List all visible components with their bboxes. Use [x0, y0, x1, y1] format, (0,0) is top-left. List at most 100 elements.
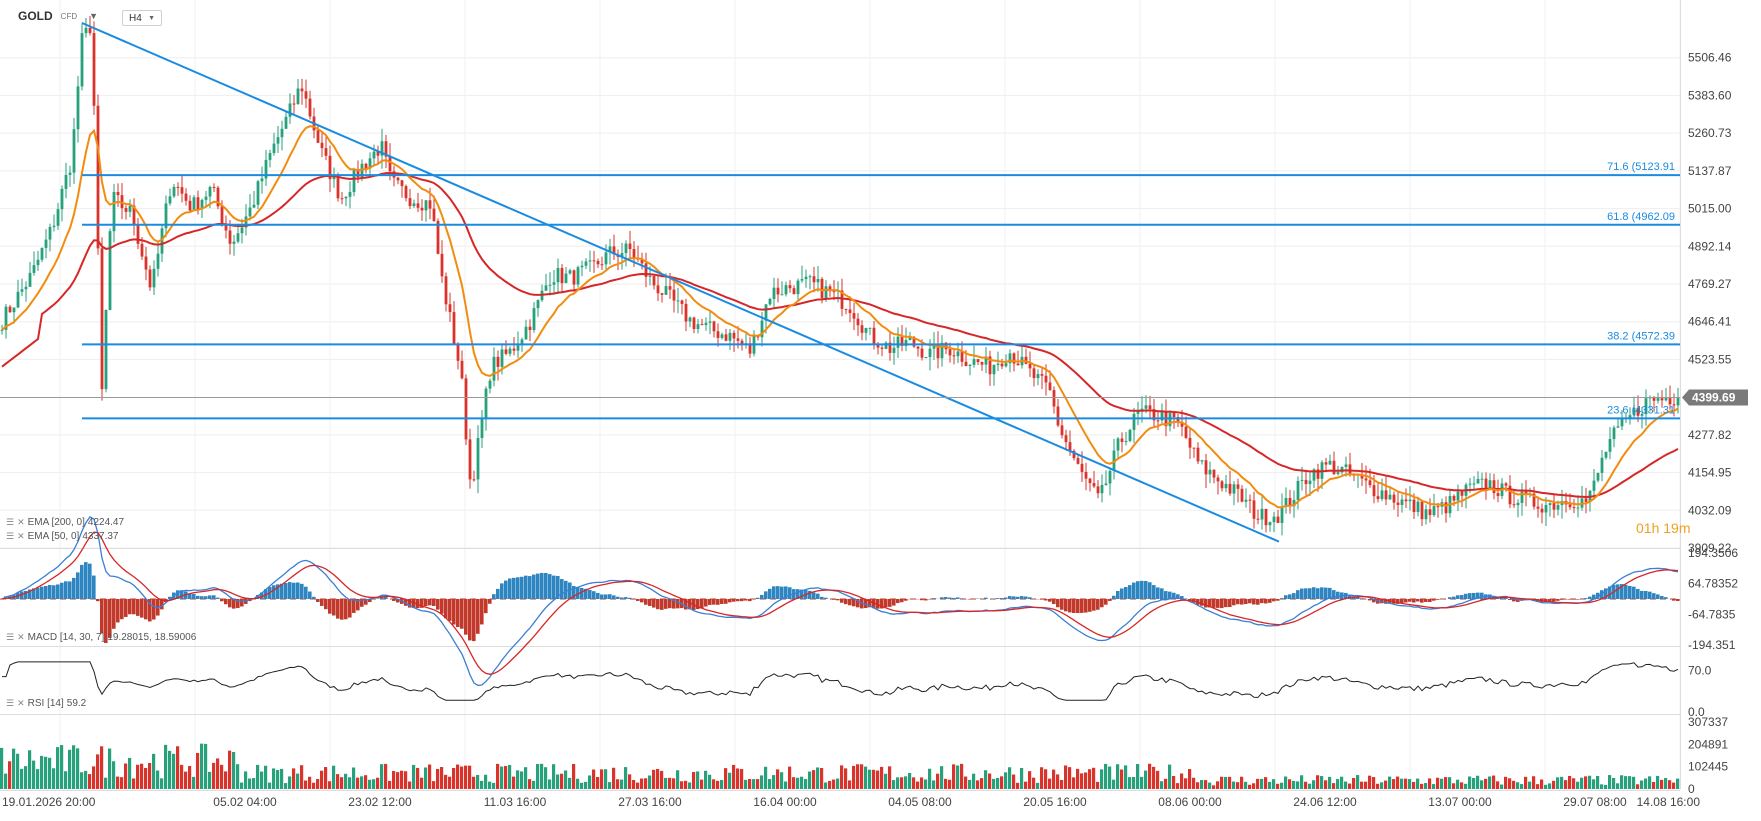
candle-body [1472, 483, 1476, 485]
candle-body [1008, 353, 1012, 364]
macd-histogram-bar [1068, 598, 1072, 613]
volume-bar [224, 771, 228, 789]
candle [1100, 474, 1104, 503]
macd-histogram-bar [580, 588, 584, 599]
volume-bar [920, 777, 924, 789]
candle [1540, 503, 1544, 524]
candle-body [1024, 356, 1028, 364]
candle-body [328, 155, 332, 180]
candle [280, 120, 284, 151]
volume-bar [716, 780, 720, 789]
candle [604, 244, 608, 270]
candle-body [224, 223, 228, 231]
volume-bar [1396, 776, 1400, 789]
close-icon[interactable]: ✕ [17, 698, 25, 708]
candle-body [1304, 479, 1308, 485]
candle-body [936, 344, 940, 359]
macd-histogram-bar [96, 598, 100, 602]
candle [172, 184, 176, 199]
volume-bar [1580, 777, 1584, 789]
macd-histogram-bar [1420, 598, 1424, 603]
volume-bar [708, 774, 712, 789]
candle [1296, 476, 1300, 510]
close-icon[interactable]: ✕ [17, 531, 25, 541]
macd-histogram-bar [24, 590, 28, 599]
list-icon[interactable]: ☰ [6, 517, 15, 527]
list-icon[interactable]: ☰ [6, 632, 15, 642]
candle [724, 328, 728, 342]
symbol-dropdown-icon[interactable]: ▼ [89, 11, 99, 21]
downtrend-line[interactable] [81, 21, 1280, 543]
chevron-down-icon: ▼ [148, 14, 155, 22]
candle-body [720, 334, 724, 338]
macd-histogram-bar [44, 586, 48, 599]
volume-bar [648, 775, 652, 789]
candle [1040, 368, 1044, 390]
candle [524, 319, 528, 340]
macd-histogram-bar [272, 585, 276, 599]
macd-histogram-bar [316, 598, 320, 602]
candle-body [656, 285, 660, 294]
list-icon[interactable]: ☰ [6, 531, 15, 541]
close-icon[interactable]: ✕ [17, 517, 25, 527]
symbol-type-badge: CFD [60, 11, 78, 21]
macd-histogram-bar [32, 588, 36, 599]
macd-histogram-bar [1408, 598, 1412, 602]
volume-bar [1252, 783, 1256, 789]
list-icon[interactable]: ☰ [6, 698, 15, 708]
candle [1356, 473, 1360, 489]
candle [544, 273, 548, 291]
volume-bar [1216, 781, 1220, 789]
candle-body [1592, 480, 1596, 491]
candle [1628, 407, 1632, 425]
macd-histogram-bar [80, 564, 84, 599]
macd-histogram-bar [684, 598, 688, 610]
candle-body [544, 285, 548, 291]
macd-histogram-bar [1436, 598, 1440, 600]
macd-histogram-bar [1300, 588, 1304, 599]
candle-body [1620, 417, 1624, 427]
macd-histogram-bar [1268, 598, 1272, 603]
volume-bars [0, 743, 1680, 789]
timeframe-select[interactable]: H4 ▼ [122, 10, 162, 26]
candle [1608, 427, 1612, 460]
candle [916, 346, 920, 357]
candle-body [104, 309, 108, 390]
volume-bar [1376, 783, 1380, 789]
candle [1432, 493, 1436, 517]
macd-histogram-bar [1616, 584, 1620, 599]
candle [784, 281, 788, 297]
candle [68, 165, 72, 187]
macd-histogram-bar [780, 586, 784, 599]
candle [288, 93, 292, 124]
volume-bar [1092, 767, 1096, 789]
macd-histogram-bar [132, 598, 136, 615]
candle-body [1508, 485, 1512, 505]
macd-histogram-bar [1472, 592, 1476, 599]
volume-bar [596, 776, 600, 789]
volume-bar [512, 776, 516, 789]
candle-body [1668, 397, 1672, 405]
candle-body [512, 348, 516, 351]
candle-body [340, 198, 344, 200]
volume-bar [1520, 784, 1524, 789]
volume-bar [1228, 776, 1232, 789]
volume-bar [108, 748, 112, 789]
volume-bar [284, 783, 288, 789]
macd-histogram-bar [1276, 598, 1280, 601]
volume-bar [724, 768, 728, 789]
volume-bar [416, 767, 420, 789]
volume-bar [548, 779, 552, 789]
candle [472, 470, 476, 482]
macd-histogram-bar [1656, 594, 1660, 599]
candle [1444, 496, 1448, 523]
volume-bar [688, 782, 692, 789]
macd-histogram-bar [1460, 595, 1464, 599]
close-icon[interactable]: ✕ [17, 632, 25, 642]
volume-bar [528, 779, 532, 789]
macd-histogram-bar [444, 598, 448, 619]
macd-histogram-bar [796, 589, 800, 599]
macd-histogram-bar [1060, 598, 1064, 610]
volume-bar [508, 764, 512, 789]
